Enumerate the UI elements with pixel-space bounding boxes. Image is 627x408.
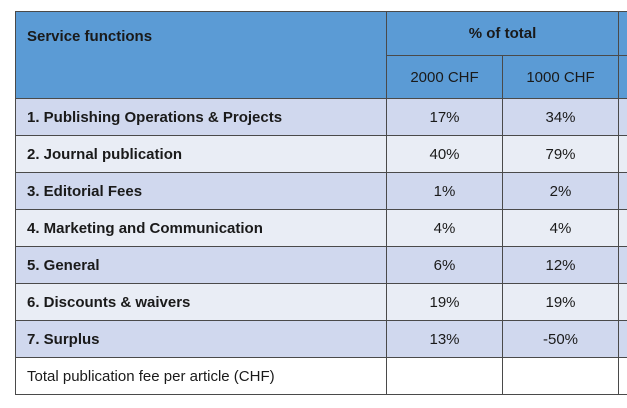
row-edge-cell	[618, 172, 627, 210]
row-label: 4. Marketing and Communication	[15, 209, 387, 247]
row-edge-cell	[618, 98, 627, 136]
row-edge-cell	[618, 283, 627, 321]
row-label: 2. Journal publication	[15, 135, 387, 173]
header-edge-cell	[618, 11, 627, 56]
subheader-edge-cell	[618, 55, 627, 99]
row-label: 7. Surplus	[15, 320, 387, 358]
table-row: 3. Editorial Fees 1% 2%	[15, 172, 627, 210]
table-header-row: Service functions % of total	[15, 11, 627, 99]
row-value-2000: 40%	[386, 135, 503, 173]
row-value-2000: 13%	[386, 320, 503, 358]
row-value-2000: 6%	[386, 246, 503, 284]
row-value-1000: 79%	[502, 135, 619, 173]
column-header-1000-chf: 1000 CHF	[502, 55, 619, 99]
row-value-2000: 4%	[386, 209, 503, 247]
row-value-2000: 17%	[386, 98, 503, 136]
total-value-1000	[502, 357, 619, 395]
total-label: Total publication fee per article (CHF)	[15, 357, 387, 395]
row-label: 1. Publishing Operations & Projects	[15, 98, 387, 136]
total-edge-cell	[618, 357, 627, 395]
table-row: 7. Surplus 13% -50%	[15, 320, 627, 358]
row-edge-cell	[618, 320, 627, 358]
row-value-1000: 12%	[502, 246, 619, 284]
row-value-1000: 4%	[502, 209, 619, 247]
table-row: 1. Publishing Operations & Projects 17% …	[15, 98, 627, 136]
table-row: 4. Marketing and Communication 4% 4%	[15, 209, 627, 247]
percent-of-total-header: % of total	[386, 11, 619, 56]
row-label: 3. Editorial Fees	[15, 172, 387, 210]
row-value-2000: 1%	[386, 172, 503, 210]
row-label: 6. Discounts & waivers	[15, 283, 387, 321]
service-functions-header: Service functions	[15, 11, 387, 99]
total-value-2000	[386, 357, 503, 395]
row-value-1000: 19%	[502, 283, 619, 321]
service-fees-table: Service functions % of total 2000 CHF 10…	[15, 11, 627, 395]
row-edge-cell	[618, 135, 627, 173]
row-value-1000: -50%	[502, 320, 619, 358]
column-header-2000-chf: 2000 CHF	[386, 55, 503, 99]
row-value-2000: 19%	[386, 283, 503, 321]
table-row: 5. General 6% 12%	[15, 246, 627, 284]
total-row: Total publication fee per article (CHF)	[15, 357, 627, 395]
row-edge-cell	[618, 246, 627, 284]
row-value-1000: 2%	[502, 172, 619, 210]
table-row: 2. Journal publication 40% 79%	[15, 135, 627, 173]
table-row: 6. Discounts & waivers 19% 19%	[15, 283, 627, 321]
row-value-1000: 34%	[502, 98, 619, 136]
row-edge-cell	[618, 209, 627, 247]
row-label: 5. General	[15, 246, 387, 284]
